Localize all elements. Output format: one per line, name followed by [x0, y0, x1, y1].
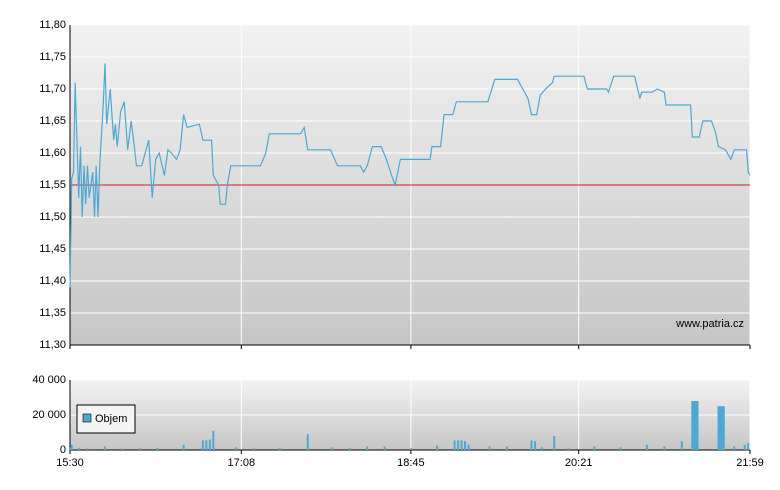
- x-tick-label: 15:30: [56, 457, 84, 469]
- volume-bar: [721, 406, 724, 450]
- y-tick-label: 11,50: [39, 211, 66, 223]
- volume-bar: [540, 447, 543, 450]
- y-tick-label: 11,60: [39, 147, 66, 159]
- x-tick-label: 18:45: [397, 457, 425, 469]
- y-tick-label: 0: [60, 444, 66, 456]
- volume-bar: [212, 430, 215, 450]
- volume-bar: [694, 401, 697, 450]
- volume-bar: [77, 447, 80, 450]
- y-tick-label: 11,30: [39, 339, 66, 351]
- volume-bar: [235, 447, 238, 450]
- y-tick-label: 11,75: [39, 51, 66, 63]
- volume-bar: [691, 401, 694, 450]
- volume-bar: [530, 440, 533, 450]
- volume-bar: [467, 444, 470, 450]
- watermark: www.patria.cz: [675, 318, 744, 330]
- y-tick-label: 40 000: [32, 374, 66, 386]
- y-tick-label: 11,35: [39, 307, 66, 319]
- volume-bar: [252, 448, 255, 450]
- volume-bar: [593, 446, 596, 450]
- volume-bar: [533, 441, 536, 450]
- volume-bar: [278, 447, 281, 450]
- volume-bar: [306, 434, 309, 450]
- volume-bar: [680, 441, 683, 450]
- volume-bar: [331, 447, 334, 450]
- volume-bar: [464, 441, 467, 450]
- legend-swatch: [82, 413, 92, 423]
- volume-bar: [619, 447, 622, 450]
- volume-bar: [747, 443, 750, 450]
- volume-bar: [70, 444, 73, 450]
- volume-bar: [348, 447, 351, 450]
- y-tick-label: 11,65: [39, 115, 66, 127]
- x-tick-label: 17:08: [228, 457, 256, 469]
- volume-bar: [103, 446, 106, 450]
- volume-bar: [457, 440, 460, 450]
- volume-bar: [567, 448, 570, 450]
- volume-bar: [121, 448, 124, 450]
- volume-bar: [383, 446, 386, 450]
- volume-bar: [645, 444, 648, 450]
- volume-bar: [460, 440, 463, 450]
- y-tick-label: 11,40: [39, 275, 66, 287]
- volume-bar: [205, 440, 208, 450]
- volume-bar: [86, 448, 89, 450]
- volume-bar: [138, 448, 141, 450]
- volume-bar: [733, 446, 736, 450]
- volume-bar: [182, 444, 185, 450]
- volume-bar: [488, 446, 491, 450]
- y-tick-label: 11,55: [39, 179, 66, 191]
- volume-bar: [719, 406, 722, 450]
- volume-bar: [743, 444, 746, 450]
- volume-bar: [409, 448, 412, 450]
- legend-label: Objem: [95, 413, 127, 425]
- volume-bar: [553, 436, 556, 450]
- y-tick-label: 11,70: [39, 83, 66, 95]
- volume-bar: [436, 445, 439, 450]
- volume-bar: [696, 401, 699, 450]
- volume-bar: [366, 446, 369, 450]
- x-tick-label: 21:59: [736, 457, 764, 469]
- volume-bar: [506, 446, 509, 450]
- y-tick-label: 11,80: [39, 19, 66, 31]
- volume-bar: [208, 439, 211, 450]
- volume-bar: [663, 446, 666, 450]
- volume-bar: [717, 406, 720, 450]
- x-tick-label: 20:21: [565, 457, 593, 469]
- volume-bar: [693, 401, 696, 450]
- volume-bar: [722, 406, 725, 450]
- volume-bar: [453, 440, 456, 450]
- price-line: [69, 63, 751, 288]
- volume-bar: [156, 447, 159, 450]
- y-tick-label: 20 000: [32, 409, 66, 421]
- y-tick-label: 11,45: [39, 243, 66, 255]
- volume-bar: [69, 447, 71, 450]
- volume-bar: [201, 440, 204, 450]
